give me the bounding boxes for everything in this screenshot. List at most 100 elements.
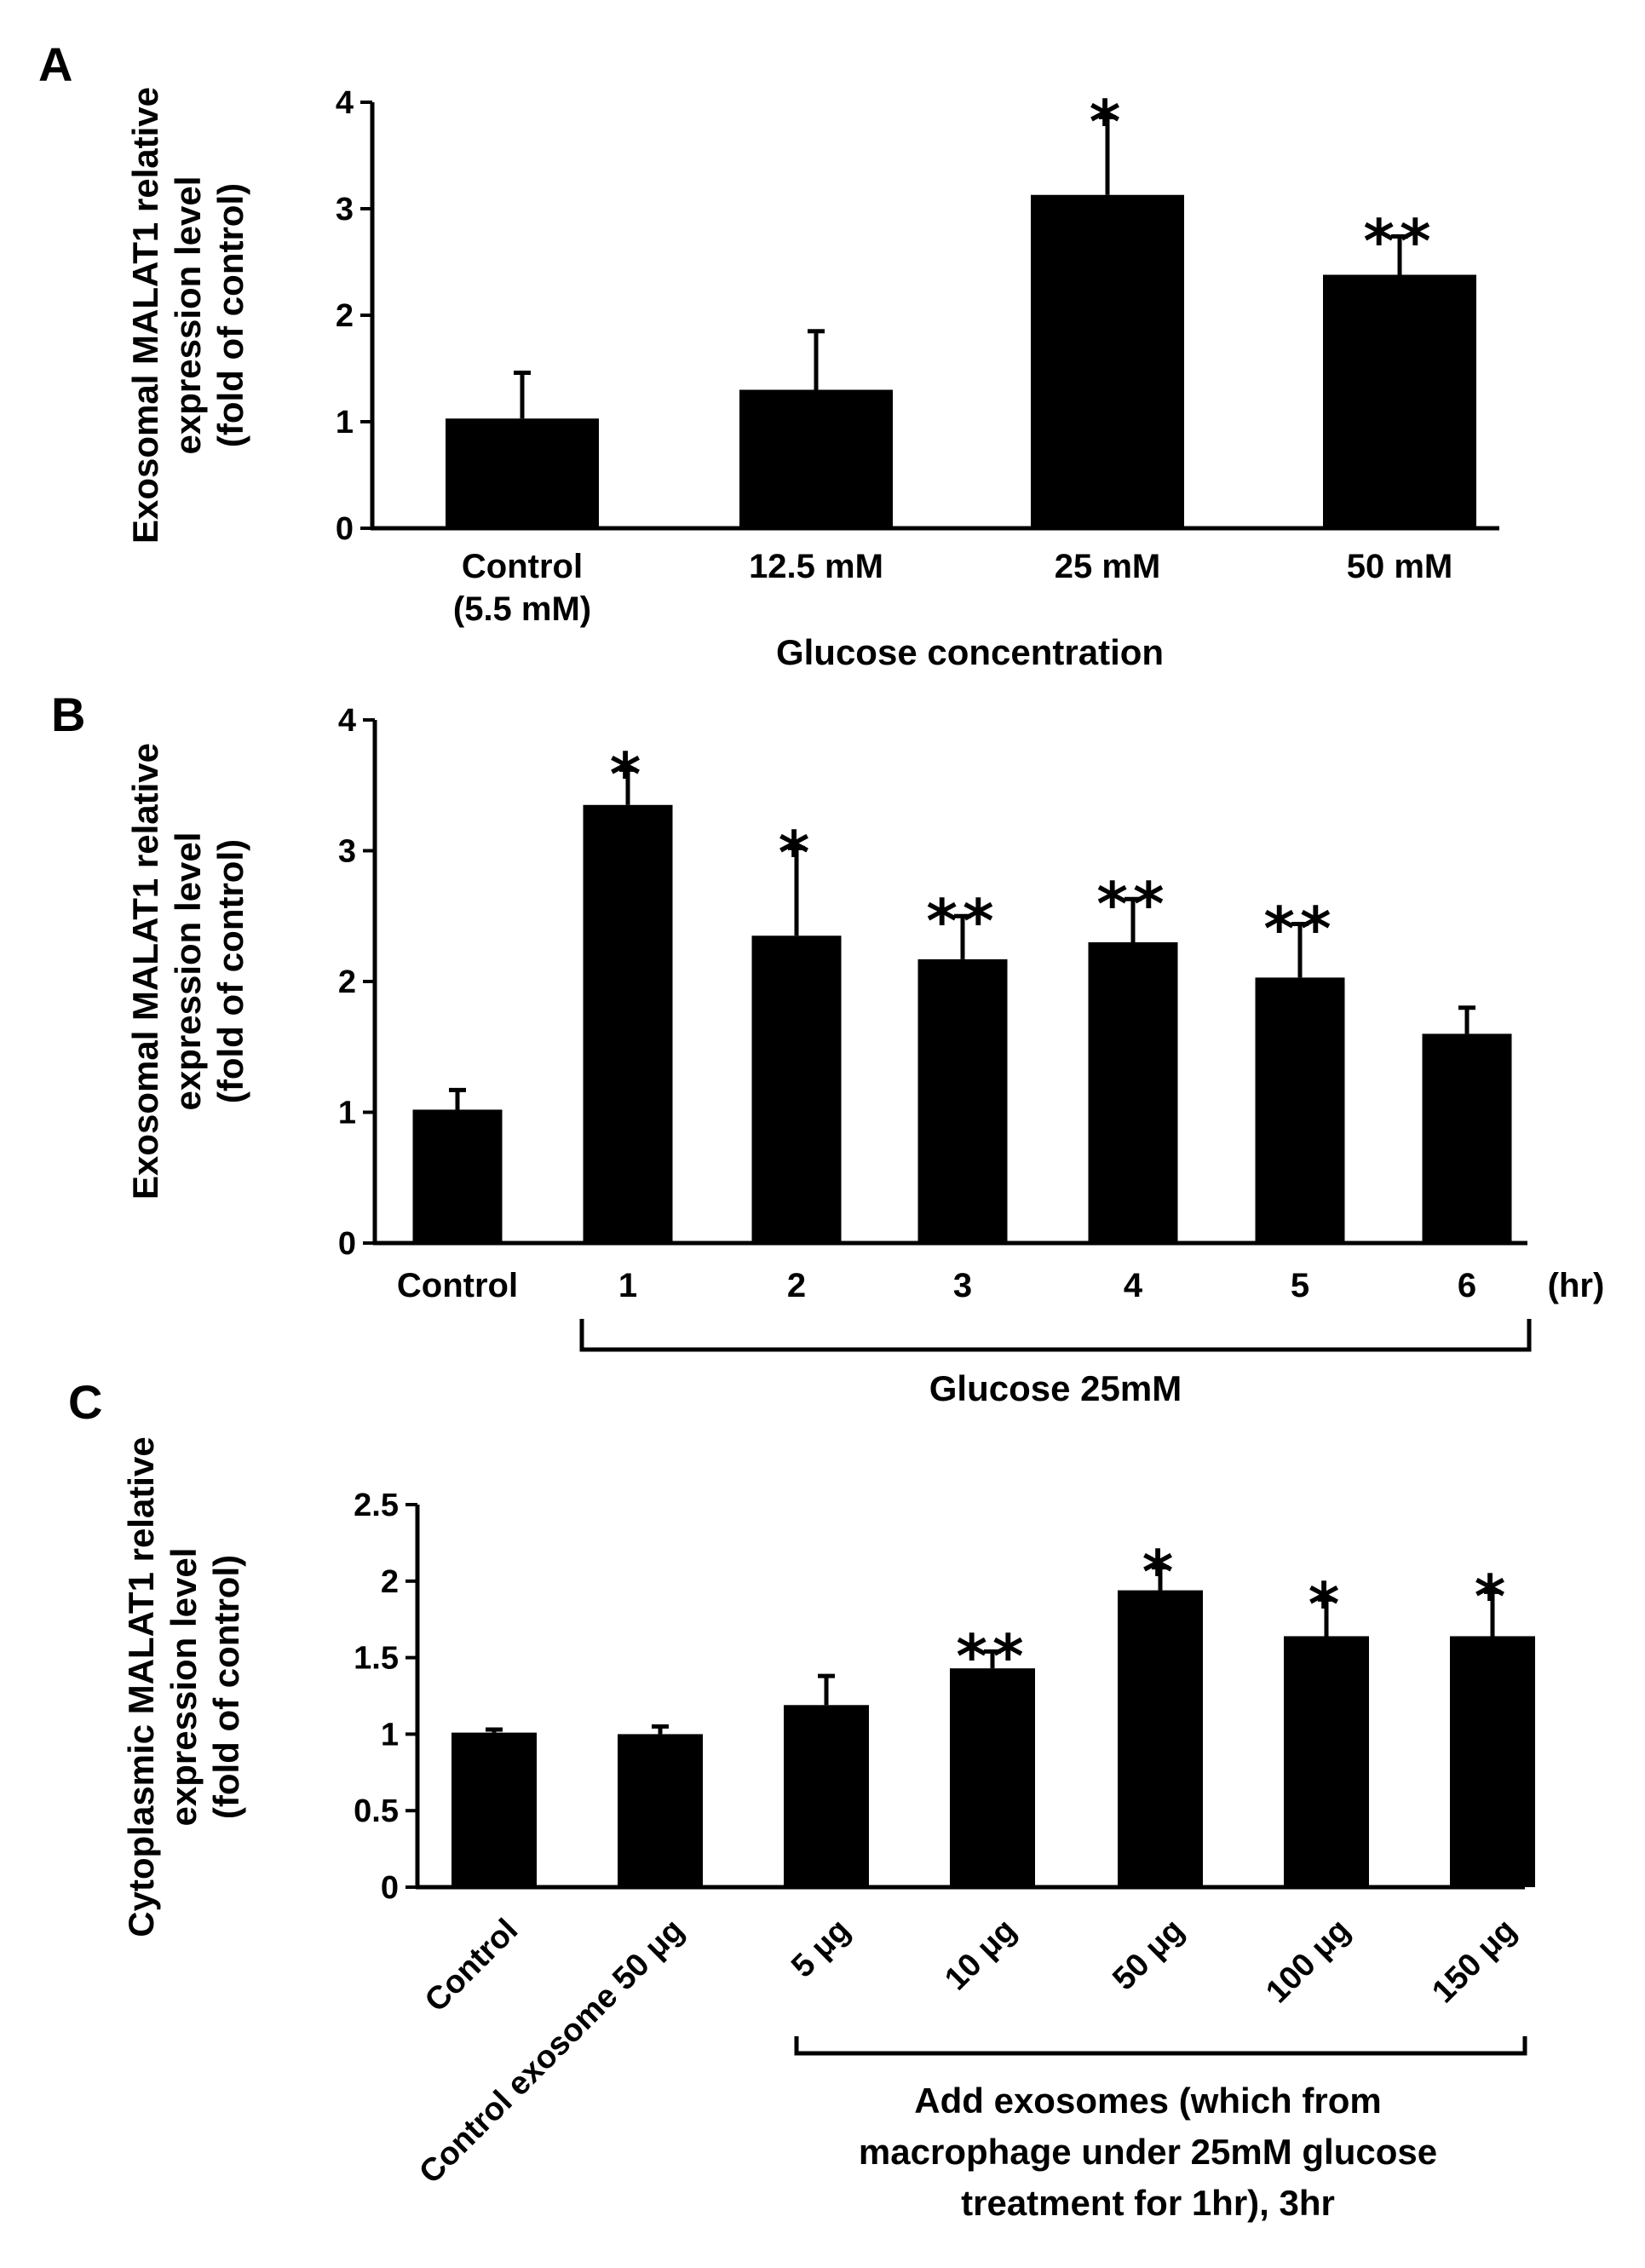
bar-1 xyxy=(739,389,893,528)
x-tick-label-2: 5 μg xyxy=(785,1912,857,1984)
group-bracket-label: macrophage under 25mM glucose xyxy=(859,2132,1437,2172)
y-axis-title: expression level xyxy=(168,832,208,1111)
bar-5 xyxy=(1255,977,1345,1243)
x-tick-label-4: 4 xyxy=(1124,1267,1143,1304)
y-tick-label: 1 xyxy=(336,405,354,440)
bar-1 xyxy=(618,1734,703,1887)
y-tick-label: 1 xyxy=(381,1717,399,1753)
bar-2 xyxy=(751,935,842,1243)
x-tick-label-3: 10 μg xyxy=(938,1912,1023,1997)
bar-3 xyxy=(950,1668,1035,1887)
group-bracket xyxy=(794,2036,1527,2056)
bar-1 xyxy=(583,804,673,1243)
bar-0 xyxy=(452,1732,537,1887)
y-axis-title: (fold of control) xyxy=(206,1555,246,1819)
y-tick-label: 0 xyxy=(381,1870,399,1906)
x-tick-label-2: 25 mM xyxy=(1055,548,1161,585)
significance-mark-3: ** xyxy=(926,886,998,956)
bar-3 xyxy=(1323,274,1476,528)
y-tick-label: 0 xyxy=(336,511,354,547)
error-bar-0 xyxy=(514,371,531,419)
bar-6 xyxy=(1450,1636,1535,1887)
error-bar-1 xyxy=(652,1724,669,1735)
bar-4 xyxy=(1118,1590,1203,1887)
y-tick-label: 2 xyxy=(381,1564,399,1600)
error-bar-3 xyxy=(954,913,971,959)
x-tick-label-5: 5 xyxy=(1291,1267,1309,1304)
x-tick-label-1: 1 xyxy=(618,1267,637,1304)
y-tick-label: 2.5 xyxy=(354,1488,399,1523)
error-bar-3 xyxy=(1391,234,1408,275)
y-axis-title: expression level xyxy=(168,176,208,455)
x-axis-title: Glucose concentration xyxy=(776,632,1164,672)
y-axis-title: Exosomal MALAT1 relative xyxy=(125,87,165,544)
group-bracket-label: Add exosomes (which from xyxy=(914,2081,1381,2121)
y-tick-label: 2 xyxy=(336,298,354,334)
y-tick-label: 2 xyxy=(338,964,356,1000)
group-bracket xyxy=(579,1319,1532,1352)
x-tick-label-6: 6 xyxy=(1458,1267,1476,1304)
x-tick-label-5: 100 μg xyxy=(1259,1912,1357,2010)
group-bracket-label: treatment for 1hr), 3hr xyxy=(961,2183,1335,2223)
significance-mark-4: ** xyxy=(1096,869,1169,939)
x-tick-label-1: 12.5 mM xyxy=(749,548,883,585)
y-tick-label: 3 xyxy=(336,192,354,227)
y-tick-label: 3 xyxy=(338,834,356,870)
y-tick-label: 4 xyxy=(336,85,354,121)
group-bracket-label: Glucose 25mM xyxy=(929,1368,1182,1408)
error-bar-0 xyxy=(449,1087,466,1110)
y-tick-label: 4 xyxy=(338,703,356,739)
significance-mark-4: * xyxy=(1142,1538,1179,1608)
bar-5 xyxy=(1284,1636,1369,1887)
error-bar-5 xyxy=(1291,921,1309,978)
bar-0 xyxy=(446,418,599,528)
panel-label-A: A xyxy=(38,37,72,91)
x-tick-label-0: Control xyxy=(462,548,583,585)
x-tick-label-6: 150 μg xyxy=(1425,1912,1523,2010)
x-tick-label-0: (5.5 mM) xyxy=(453,590,591,628)
x-tick-label-0: Control xyxy=(397,1267,518,1304)
y-tick-label: 0.5 xyxy=(354,1793,399,1829)
y-tick-label: 0 xyxy=(338,1226,356,1262)
x-tick-label-2: 2 xyxy=(787,1267,806,1304)
error-bar-5 xyxy=(1318,1597,1335,1637)
x-tick-label-0: Control xyxy=(418,1912,525,2018)
error-bar-2 xyxy=(788,845,805,936)
error-bar-1 xyxy=(808,329,825,390)
panel-label-C: C xyxy=(68,1375,102,1429)
significance-mark-3: ** xyxy=(1363,207,1435,277)
error-bar-1 xyxy=(619,767,636,805)
bar-2 xyxy=(784,1705,869,1887)
bar-2 xyxy=(1031,194,1184,528)
x-tick-label-4: 50 μg xyxy=(1106,1912,1191,1997)
y-axis-title: (fold of control) xyxy=(210,183,250,447)
y-axis-title: Cytoplasmic MALAT1 relative xyxy=(121,1436,161,1937)
x-tick-label-3: 50 mM xyxy=(1347,548,1453,585)
x-tick-label-1: Control exosome 50 μg xyxy=(412,1912,691,2190)
y-axis-title: (fold of control) xyxy=(210,839,250,1103)
y-tick-label: 1 xyxy=(338,1096,356,1131)
significance-mark-1: * xyxy=(610,740,647,809)
bar-0 xyxy=(412,1109,503,1243)
error-bar-2 xyxy=(1099,115,1116,195)
bar-3 xyxy=(917,958,1008,1243)
significance-mark-2: * xyxy=(779,818,815,888)
error-bar-2 xyxy=(818,1673,835,1706)
bar-4 xyxy=(1088,941,1178,1243)
y-axis-title: Exosomal MALAT1 relative xyxy=(125,743,165,1200)
y-tick-label: 1.5 xyxy=(354,1641,399,1677)
significance-mark-5: * xyxy=(1309,1569,1345,1639)
significance-mark-3: ** xyxy=(956,1621,1028,1691)
bar-6 xyxy=(1422,1033,1512,1243)
significance-mark-6: * xyxy=(1475,1562,1511,1632)
error-bar-3 xyxy=(984,1649,1001,1669)
error-bar-0 xyxy=(486,1727,503,1733)
x-unit-label: (hr) xyxy=(1548,1267,1605,1304)
y-axis-title: expression level xyxy=(164,1548,204,1827)
error-bar-4 xyxy=(1124,896,1142,942)
panel-label-B: B xyxy=(51,688,85,741)
x-tick-label-3: 3 xyxy=(953,1267,972,1304)
error-bar-4 xyxy=(1152,1565,1169,1591)
significance-mark-2: * xyxy=(1090,88,1126,158)
